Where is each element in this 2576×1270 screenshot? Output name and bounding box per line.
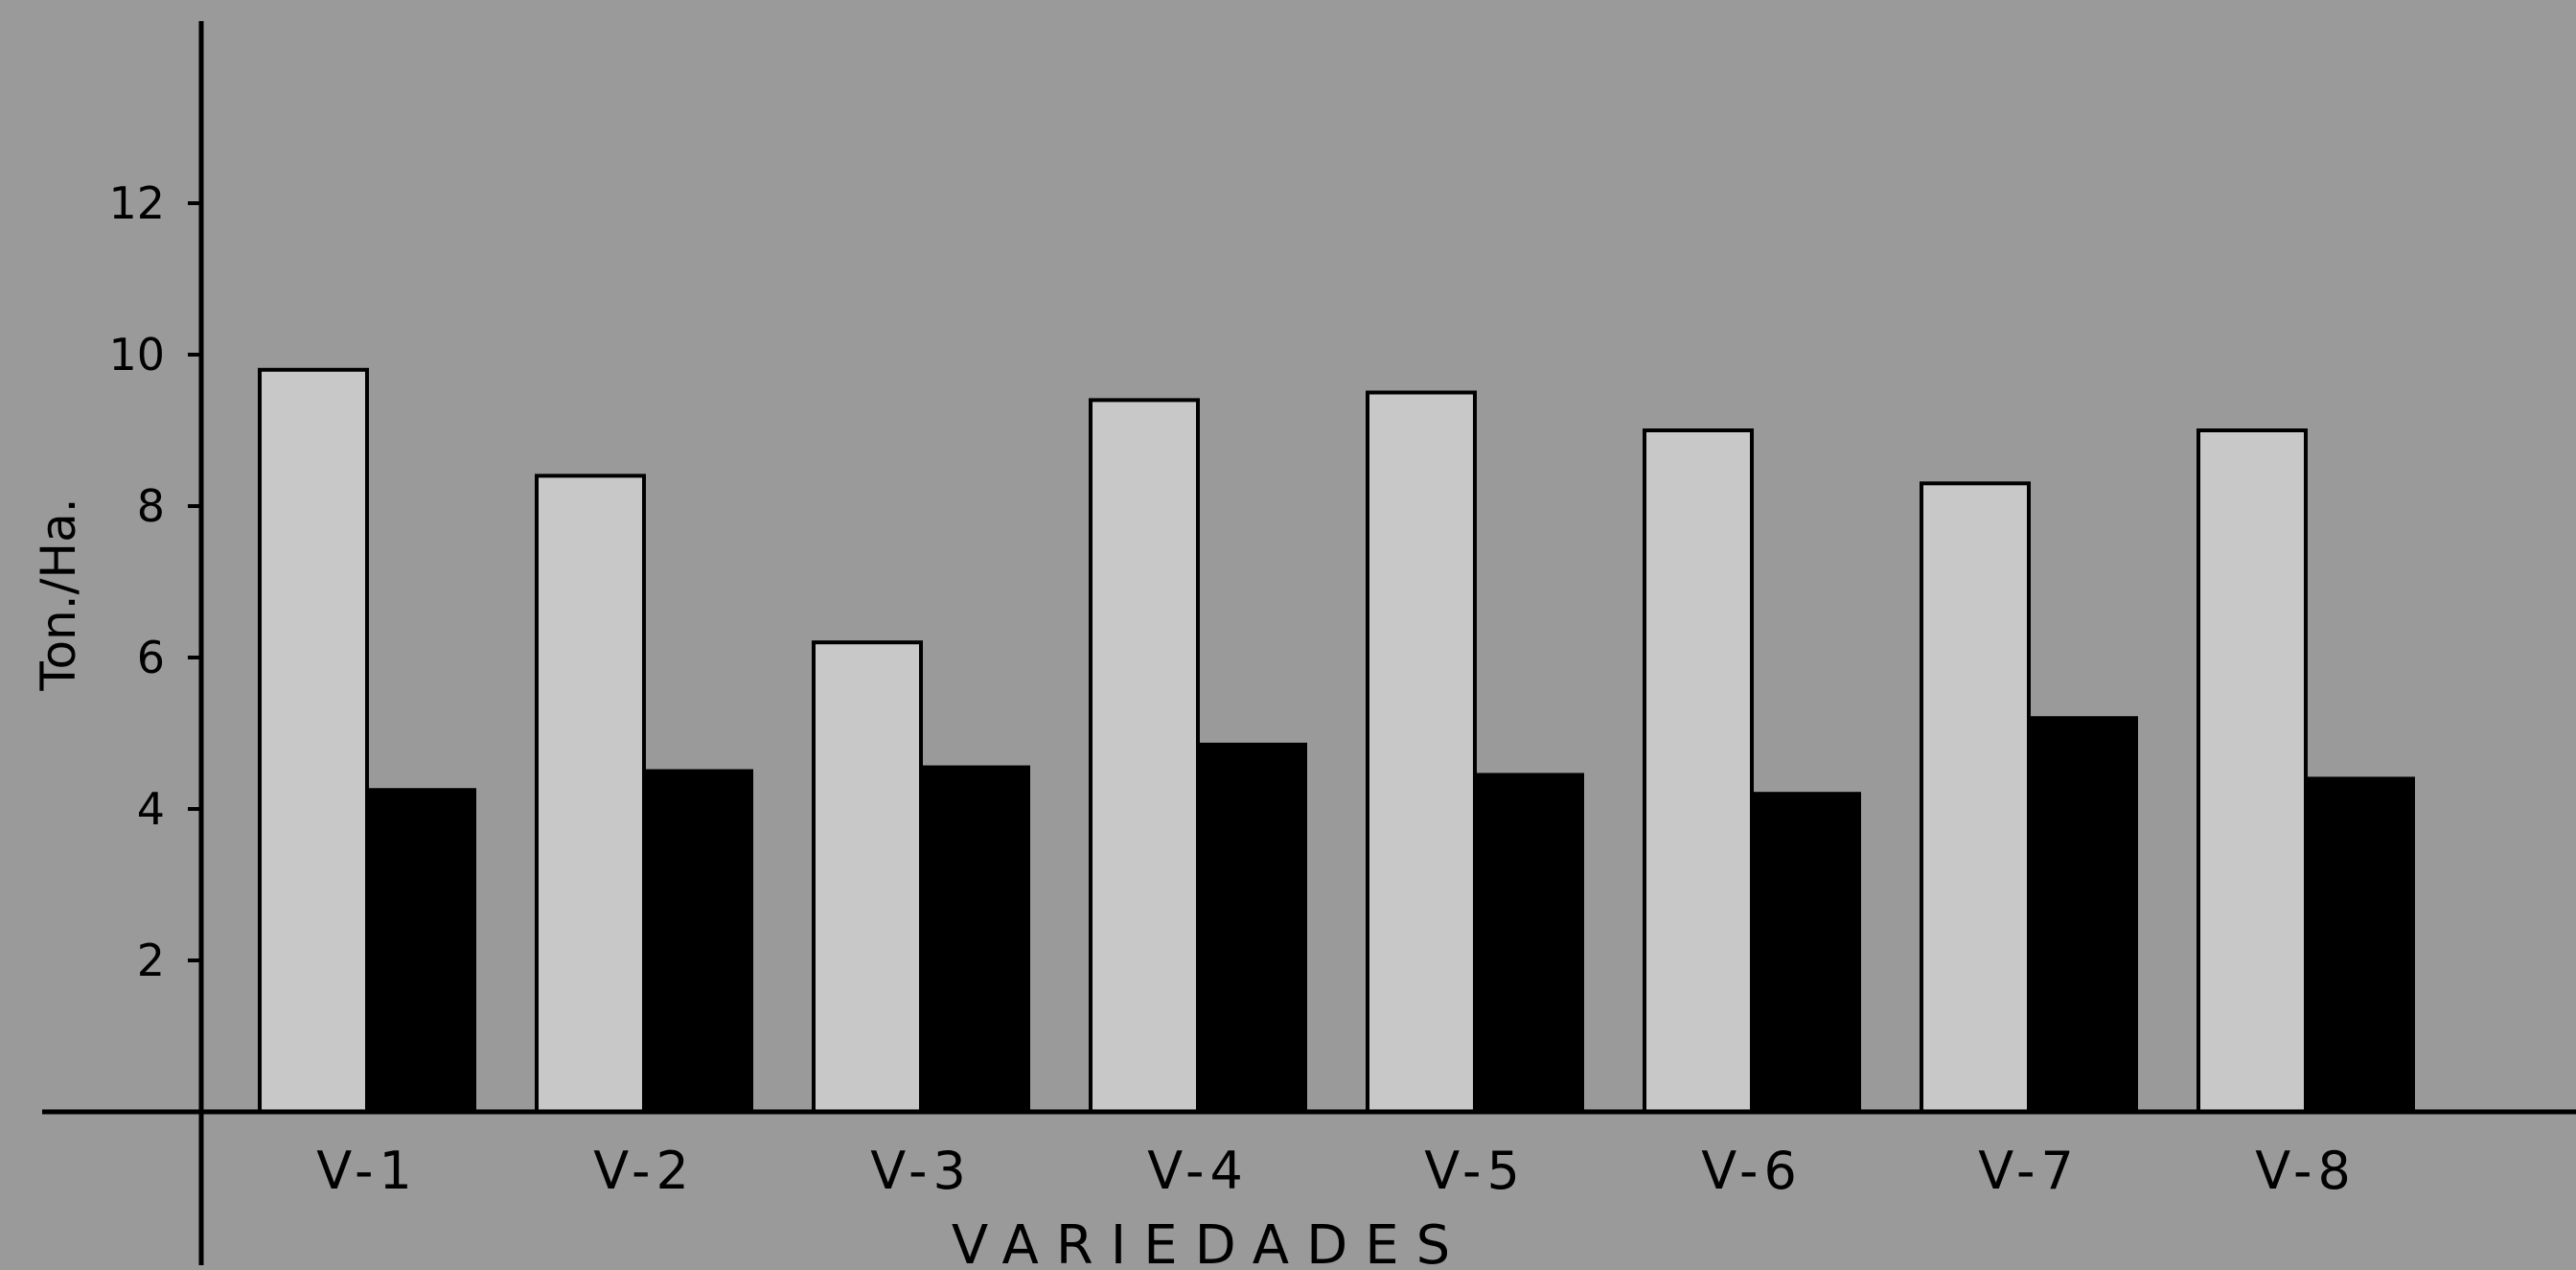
x-tick-label-v-8: V-8 (2255, 1141, 2357, 1201)
y-axis-title: Ton./Ha. (31, 497, 86, 691)
y-tick-label-8: 8 (137, 480, 165, 532)
bars-group (258, 367, 2415, 1115)
bar-v-1-series-1 (258, 367, 369, 1114)
y-tick-label-6: 6 (137, 632, 165, 683)
x-tick-label-v-5: V-5 (1424, 1141, 1526, 1201)
x-tick-label-v-6: V-6 (1701, 1141, 1803, 1201)
y-tick-label-12: 12 (108, 177, 165, 229)
y-tick-label-4: 4 (137, 783, 165, 835)
y-tick-label-2: 2 (137, 935, 165, 986)
x-axis-title: VARIEDADES (952, 1214, 1467, 1270)
bar-v-6-series-2 (1750, 792, 1861, 1114)
bar-v-6-series-1 (1643, 428, 1754, 1114)
bar-v-8-series-2 (2304, 776, 2415, 1115)
x-tick-label-v-1: V-1 (316, 1141, 418, 1201)
x-tick-label-v-3: V-3 (870, 1141, 972, 1201)
y-tick-label-10: 10 (108, 329, 165, 381)
bar-v-1-series-2 (365, 788, 476, 1114)
bar-v-5-series-2 (1473, 773, 1584, 1114)
bar-v-8-series-1 (2196, 428, 2308, 1114)
x-tick-label-v-7: V-7 (1978, 1141, 2080, 1201)
x-labels-group: V-1 V-2 V-3 V-4 V-5 V-6 V-7 V-8 (316, 1141, 2357, 1201)
bar-v-2-series-2 (642, 769, 753, 1114)
bar-v-4-series-2 (1196, 742, 1307, 1114)
x-tick-label-v-2: V-2 (593, 1141, 695, 1201)
y-ticks-group: 2 4 6 8 10 12 (108, 177, 201, 986)
bar-v-2-series-1 (535, 473, 646, 1114)
bar-v-7-series-2 (2027, 716, 2138, 1114)
bar-v-3-series-2 (919, 765, 1030, 1114)
x-tick-label-v-4: V-4 (1147, 1141, 1249, 1201)
bar-v-4-series-1 (1089, 398, 1200, 1114)
bar-v-7-series-1 (1920, 481, 2031, 1114)
bar-v-3-series-1 (812, 640, 923, 1114)
bar-v-5-series-1 (1366, 390, 1477, 1114)
